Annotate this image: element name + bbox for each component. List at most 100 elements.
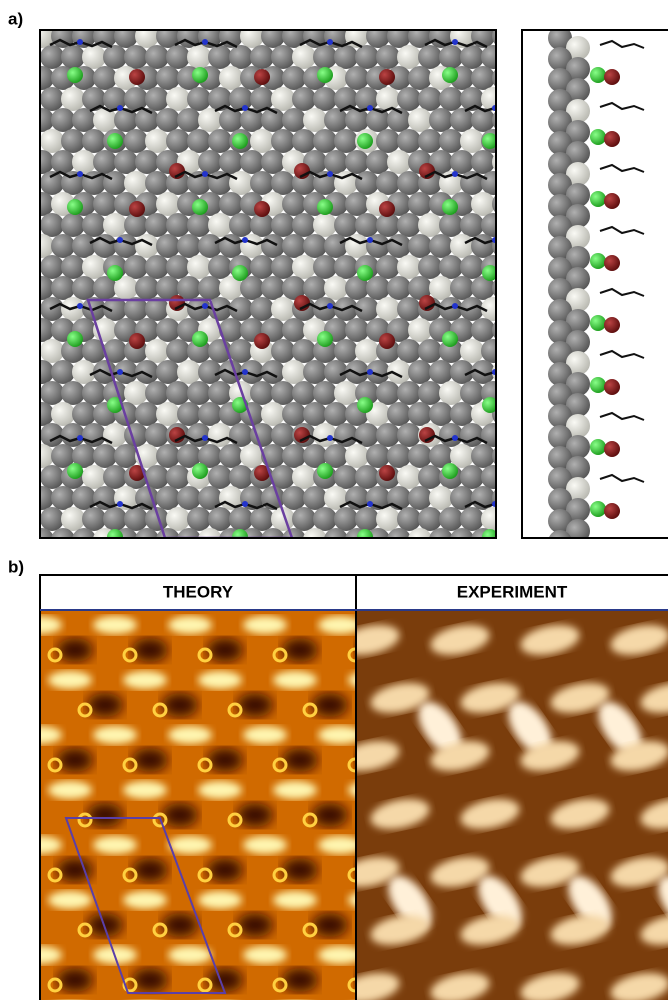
atom — [177, 234, 201, 258]
atom — [124, 87, 148, 111]
atom — [124, 507, 148, 531]
atom — [40, 465, 64, 489]
atom — [450, 234, 474, 258]
atom — [198, 150, 222, 174]
atom — [208, 465, 232, 489]
bright-region — [48, 671, 92, 689]
nitrogen-atom — [202, 171, 208, 177]
atom — [145, 129, 169, 153]
atom — [103, 45, 127, 69]
atom — [30, 444, 54, 468]
atom — [250, 507, 274, 531]
chlorine-atom — [590, 191, 606, 207]
atom — [429, 528, 453, 552]
nitrogen-atom — [367, 501, 373, 507]
atom — [439, 213, 463, 237]
atom — [61, 255, 85, 279]
atom — [40, 339, 64, 363]
atom — [51, 276, 75, 300]
atom — [481, 339, 505, 363]
atom — [292, 381, 316, 405]
atom — [460, 339, 484, 363]
atom — [439, 381, 463, 405]
chlorine-atom — [590, 253, 606, 269]
atom — [418, 129, 442, 153]
atom — [429, 402, 453, 426]
atom — [229, 213, 253, 237]
chlorine-atom — [317, 331, 333, 347]
bright-region — [93, 726, 137, 744]
dark-region — [312, 913, 348, 937]
atom — [72, 276, 96, 300]
atom — [61, 423, 85, 447]
oxygen-atom — [379, 465, 395, 481]
atom — [51, 528, 75, 552]
atom — [439, 129, 463, 153]
atom — [30, 150, 54, 174]
atom — [271, 339, 295, 363]
dark-region — [162, 693, 198, 717]
atom — [282, 360, 306, 384]
oxygen-atom — [419, 559, 435, 575]
bright-region — [93, 616, 137, 634]
atom — [481, 171, 505, 195]
atom — [219, 108, 243, 132]
atom — [82, 507, 106, 531]
dark-region — [237, 913, 273, 937]
oxygen-atom — [254, 333, 270, 349]
chlorine-atom — [107, 133, 123, 149]
dark-region — [312, 693, 348, 717]
oxygen-atom — [504, 465, 520, 481]
nitrogen-atom — [492, 105, 498, 111]
atom — [198, 234, 222, 258]
theory-background — [41, 611, 355, 1000]
atom — [261, 150, 285, 174]
atom — [418, 255, 442, 279]
nitrogen-atom — [77, 171, 83, 177]
atom — [355, 507, 379, 531]
atom — [103, 87, 127, 111]
atom — [334, 381, 358, 405]
atom — [481, 45, 505, 69]
atom — [271, 255, 295, 279]
column-header: EXPERIMENT — [457, 582, 568, 601]
atom — [271, 381, 295, 405]
atom — [408, 108, 432, 132]
chlorine-atom — [590, 67, 606, 83]
atom — [61, 213, 85, 237]
atom — [345, 444, 369, 468]
atom — [387, 276, 411, 300]
chlorine-atom — [590, 501, 606, 517]
atom — [397, 255, 421, 279]
atom — [82, 255, 106, 279]
atom — [566, 519, 590, 543]
atom — [135, 360, 159, 384]
atom — [219, 150, 243, 174]
atom — [177, 360, 201, 384]
atom — [156, 66, 180, 90]
dark-region — [237, 693, 273, 717]
oxygen-atom — [169, 559, 185, 575]
atom — [145, 87, 169, 111]
oxygen-atom — [504, 333, 520, 349]
atom — [366, 276, 390, 300]
atom — [387, 150, 411, 174]
atom — [324, 150, 348, 174]
dark-region — [282, 968, 318, 992]
atom — [271, 213, 295, 237]
dark-region — [132, 638, 168, 662]
side-view-frame — [522, 30, 668, 538]
atom — [166, 45, 190, 69]
atom — [387, 444, 411, 468]
atom — [418, 213, 442, 237]
atom — [51, 486, 75, 510]
atom — [313, 87, 337, 111]
atom — [103, 507, 127, 531]
atom — [481, 423, 505, 447]
atom — [397, 87, 421, 111]
bright-region — [273, 891, 317, 909]
atom — [324, 402, 348, 426]
chlorine-atom — [192, 463, 208, 479]
chlorine-atom — [67, 331, 83, 347]
atom — [187, 507, 211, 531]
